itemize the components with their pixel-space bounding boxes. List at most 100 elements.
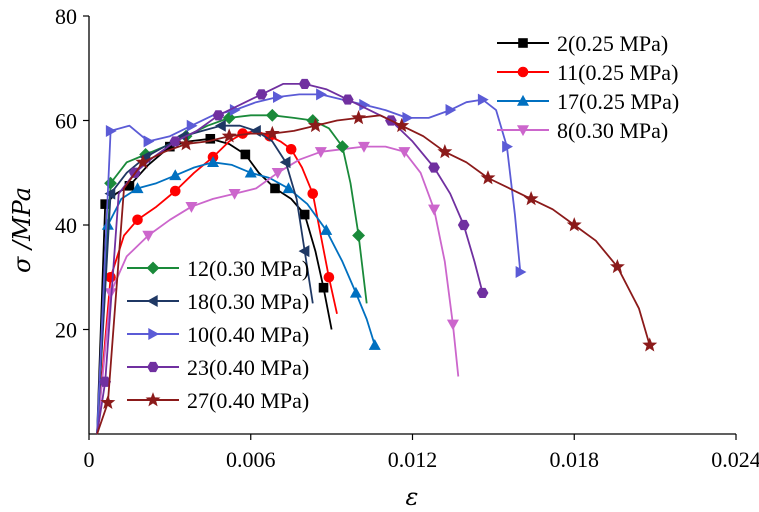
data-point (273, 90, 284, 103)
data-point (307, 188, 319, 199)
data-point (279, 156, 291, 169)
legend: 2(0.25 MPa) 11(0.25 MPa) 17(0.25 MPa) 8(0.3… (127, 31, 679, 413)
legend-marker (148, 327, 160, 341)
data-point (609, 258, 625, 274)
data-point (480, 170, 496, 185)
data-point (428, 162, 440, 173)
y-tick-label: 40 (55, 213, 77, 238)
legend-marker (146, 261, 160, 275)
data-point (457, 219, 470, 231)
data-point (265, 108, 279, 122)
data-point (105, 271, 116, 283)
legend-marker (518, 38, 528, 48)
data-point (368, 339, 381, 350)
data-point (357, 141, 370, 153)
data-point (271, 168, 284, 179)
x-ticks: 0 0.006 0.012 0.018 0.024 (84, 434, 759, 472)
x-tick-label: 0.018 (550, 447, 600, 472)
data-point (282, 182, 295, 194)
data-point (523, 191, 539, 206)
y-tick-label: 20 (55, 318, 77, 343)
data-point (214, 119, 226, 132)
data-point (477, 93, 489, 106)
legend-item: 17(0.25 MPa) (497, 89, 679, 114)
legend-label: 2(0.25 MPa) (557, 31, 668, 56)
data-point (642, 337, 658, 352)
data-point (428, 204, 441, 216)
data-point (298, 245, 310, 258)
legend-marker (147, 361, 159, 373)
legend-item: 23(0.40 MPa) (127, 355, 309, 380)
data-point (285, 143, 297, 155)
legend-item: 12(0.30 MPa) (127, 256, 309, 281)
series-line (96, 145, 460, 435)
data-point (169, 136, 182, 147)
data-point (335, 140, 349, 154)
x-tick-label: 0.006 (226, 447, 276, 472)
data-point (206, 156, 220, 167)
data-point (299, 209, 310, 220)
legend-item: 8(0.30 MPa) (497, 118, 668, 143)
data-point (349, 286, 362, 298)
data-point (394, 117, 410, 133)
data-point (515, 266, 527, 279)
data-point (502, 140, 513, 153)
data-point (143, 135, 155, 148)
y-axis-title: σ /MPa (8, 187, 36, 273)
data-point (323, 271, 335, 283)
data-point (105, 124, 117, 137)
data-point (437, 144, 453, 159)
data-point (320, 224, 333, 235)
data-point (566, 217, 582, 232)
x-tick-label: 0 (84, 447, 95, 472)
legend-label: 18(0.30 MPa) (187, 289, 309, 314)
series-6 (96, 88, 527, 435)
x-tick-label: 0.024 (711, 447, 759, 472)
legend-item: 27(0.40 MPa) (127, 388, 309, 413)
x-axis-title: ε (406, 483, 419, 511)
legend-item: 11(0.25 MPa) (497, 60, 678, 85)
data-point (352, 229, 366, 242)
data-point (142, 230, 155, 242)
data-point (341, 94, 354, 105)
data-point (476, 287, 489, 298)
series-1 (96, 128, 338, 435)
data-point (104, 288, 117, 300)
legend-label: 8(0.30 MPa) (557, 118, 668, 143)
legend-label: 23(0.40 MPa) (187, 355, 309, 380)
data-point (255, 89, 268, 100)
data-point (314, 147, 327, 158)
data-point (131, 182, 144, 194)
y-tick-label: 60 (55, 109, 77, 134)
legend-label: 11(0.25 MPa) (557, 60, 678, 85)
data-point (446, 319, 459, 331)
data-point (221, 128, 237, 143)
data-point (264, 125, 280, 140)
data-point (228, 188, 241, 200)
legend-marker (146, 294, 158, 308)
data-point (169, 185, 181, 197)
data-point (185, 202, 198, 213)
data-point (298, 78, 311, 89)
y-ticks: 20 40 60 80 (55, 4, 89, 343)
legend-item: 18(0.30 MPa) (127, 289, 309, 314)
data-point (318, 282, 329, 293)
legend-marker (517, 66, 529, 78)
data-point (398, 147, 411, 158)
series-layer (96, 78, 658, 435)
legend-marker (516, 125, 530, 137)
data-point (244, 166, 257, 178)
legend-marker (516, 94, 530, 106)
series-2 (96, 156, 381, 435)
data-point (351, 110, 367, 125)
data-point (445, 104, 457, 117)
legend-label: 12(0.30 MPa) (187, 256, 309, 281)
data-point (240, 149, 251, 160)
data-point (222, 111, 236, 125)
data-point (178, 136, 194, 151)
series-line (96, 114, 651, 435)
data-point (99, 376, 112, 387)
legend-marker (145, 392, 161, 407)
legend-item: 2(0.25 MPa) (497, 31, 668, 56)
